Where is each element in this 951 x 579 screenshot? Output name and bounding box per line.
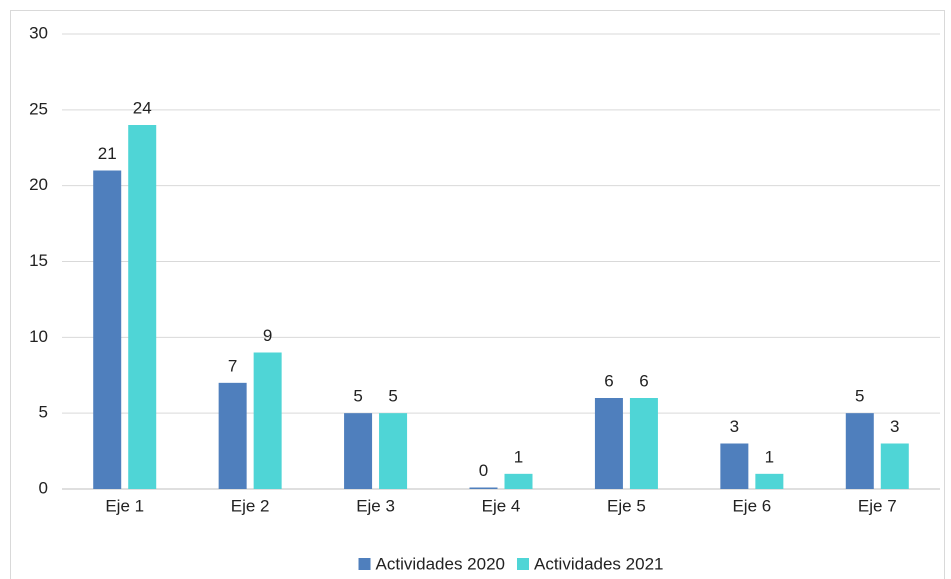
y-tick-label: 25: [29, 99, 48, 118]
data-label: 3: [890, 417, 899, 436]
data-label: 5: [388, 387, 397, 406]
chart-border: [10, 10, 945, 579]
data-label: 6: [639, 371, 648, 390]
data-label: 7: [228, 356, 237, 375]
data-label: 24: [133, 98, 152, 117]
y-tick-label: 0: [39, 478, 48, 497]
bar: [128, 125, 157, 489]
data-label: 6: [604, 371, 613, 390]
bar: [880, 443, 909, 489]
data-label: 3: [730, 417, 739, 436]
x-tick-label: Eje 5: [607, 496, 646, 515]
bar: [469, 487, 498, 489]
bar: [218, 382, 247, 489]
y-tick-label: 20: [29, 175, 48, 194]
x-tick-label: Eje 6: [732, 496, 771, 515]
data-label: 5: [353, 387, 362, 406]
bar: [845, 413, 874, 489]
data-label: 1: [514, 447, 523, 466]
legend-label: Actividades 2021: [534, 554, 663, 573]
bar: [344, 413, 373, 489]
bar: [93, 170, 122, 489]
x-tick-label: Eje 3: [356, 496, 395, 515]
x-tick-label: Eje 4: [482, 496, 521, 515]
x-tick-label: Eje 7: [858, 496, 897, 515]
y-tick-label: 5: [39, 403, 48, 422]
x-tick-label: Eje 2: [231, 496, 270, 515]
bar: [755, 473, 784, 489]
bar: [504, 473, 533, 489]
data-label: 0: [479, 461, 488, 480]
legend-label: Actividades 2020: [376, 554, 505, 573]
y-tick-label: 15: [29, 251, 48, 270]
legend-swatch: [517, 558, 529, 570]
y-tick-label: 30: [29, 23, 48, 42]
bar: [253, 352, 282, 489]
bar: [379, 413, 408, 489]
bar: [629, 398, 658, 489]
data-label: 9: [263, 326, 272, 345]
bar: [594, 398, 623, 489]
legend-swatch: [358, 558, 371, 570]
data-label: 1: [765, 447, 774, 466]
x-tick-label: Eje 1: [105, 496, 144, 515]
data-label: 21: [98, 144, 117, 163]
y-tick-label: 10: [29, 327, 48, 346]
bar: [720, 443, 749, 489]
data-label: 5: [855, 387, 864, 406]
